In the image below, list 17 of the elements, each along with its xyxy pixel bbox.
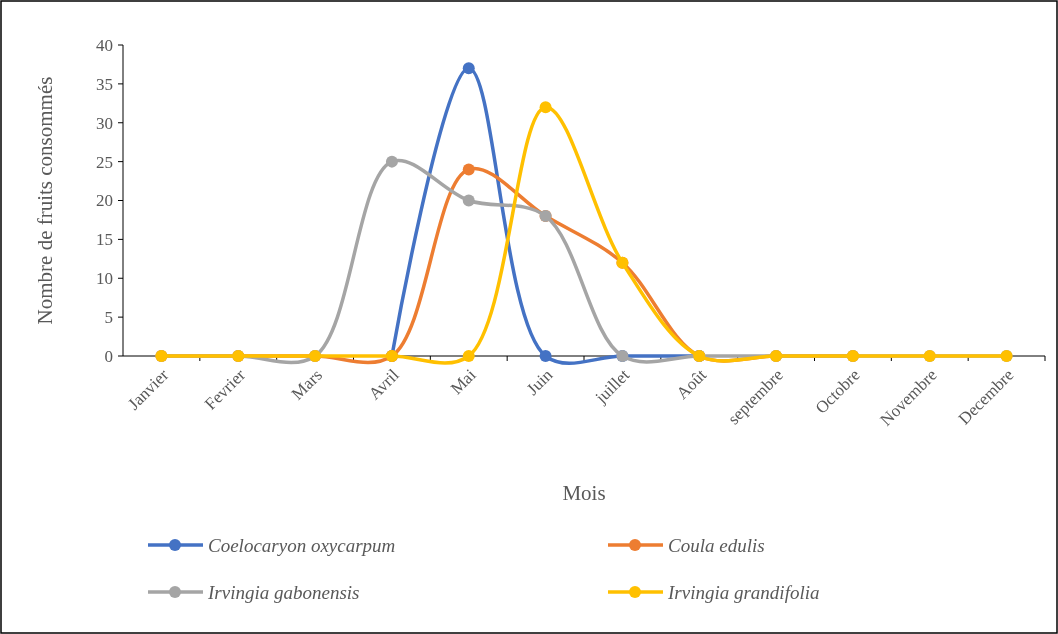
y-tick-label: 30 (96, 113, 113, 133)
legend-label: Coelocaryon oxycarpum (208, 534, 396, 556)
y-tick-label: 40 (96, 35, 113, 55)
y-tick-label: 20 (96, 191, 113, 211)
x-axis-title: Mois (562, 481, 606, 505)
legend-label: Irvingia gabonensis (207, 581, 360, 603)
y-tick-label: 35 (96, 74, 113, 94)
y-axis-title: Nombre de fruits consommés (33, 76, 57, 325)
y-tick-label: 10 (96, 269, 113, 289)
y-tick-label: 0 (104, 346, 113, 366)
x-tick-label: Juin (522, 365, 557, 399)
y-tick-label: 5 (104, 308, 113, 328)
y-tick-label: 15 (96, 230, 113, 250)
x-tick-label: Mai (446, 365, 480, 399)
legend-label: Irvingia grandifolia (667, 581, 820, 603)
legend-label: Coula edulis (668, 534, 765, 556)
y-tick-label: 25 (96, 152, 113, 172)
